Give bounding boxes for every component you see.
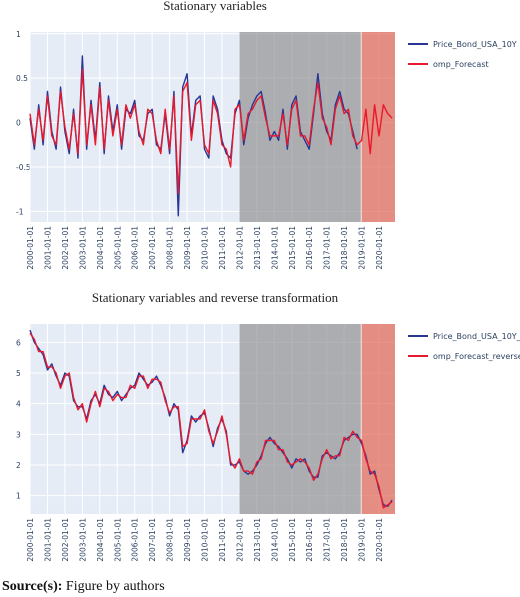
y-tick-label: 3 [16,430,21,439]
y-tick-label: 0 [16,119,21,128]
x-tick-label: 2015-01-01 [288,226,297,270]
y-tick-label: 4 [16,400,21,409]
x-tick-label: 2003-01-01 [78,226,87,270]
x-tick-label: 2000-01-01 [26,518,35,562]
caption: Source(s): Figure by authors [2,579,165,595]
x-tick-label: 2011-01-01 [218,226,227,270]
x-tick-label: 2007-01-01 [148,518,157,562]
x-tick-label: 2015-01-01 [288,518,297,562]
x-tick-label: 2011-01-01 [218,518,227,562]
x-tick-label: 2012-01-01 [235,226,244,270]
x-tick-label: 2014-01-01 [270,226,279,270]
x-tick-label: 2007-01-01 [148,226,157,270]
x-tick-label: 2016-01-01 [305,226,314,270]
x-tick-label: 2001-01-01 [43,518,52,562]
caption-text: Figure by authors [65,579,165,594]
legend-label: Price_Bond_USA_10Y [433,40,517,49]
legend-label: omp_Forecast [433,60,489,69]
x-tick-label: 2006-01-01 [131,518,140,562]
x-tick-label: 2008-01-01 [166,226,175,270]
x-tick-label: 2017-01-01 [323,518,332,562]
series-line [29,332,393,509]
caption-label: Source(s): [2,579,63,594]
x-tick-label: 2008-01-01 [166,518,175,562]
x-tick-label: 2000-01-01 [26,226,35,270]
x-tick-label: 2006-01-01 [131,226,140,270]
legend-label: Price_Bond_USA_10Y_OG [433,332,520,341]
chart-title: Stationary variables and reverse transfo… [92,290,339,305]
x-tick-label: 2019-01-01 [358,518,367,562]
x-tick-label: 2017-01-01 [323,226,332,270]
x-tick-label: 2013-01-01 [253,226,262,270]
shaded-region [239,324,361,514]
x-tick-label: 2013-01-01 [253,518,262,562]
x-tick-label: 2018-01-01 [340,518,349,562]
x-tick-label: 2014-01-01 [270,518,279,562]
x-tick-label: 2020-01-01 [375,518,384,562]
x-tick-label: 2019-01-01 [358,226,367,270]
x-tick-label: 2012-01-01 [235,518,244,562]
x-tick-label: 2009-01-01 [183,226,192,270]
y-tick-label: -0.5 [16,163,31,172]
series-line [29,68,393,195]
x-tick-label: 2018-01-01 [340,226,349,270]
x-tick-label: 2003-01-01 [78,518,87,562]
x-tick-label: 2004-01-01 [96,226,105,270]
legend-label: omp_Forecast_reverse_trans [433,352,520,361]
x-tick-label: 2002-01-01 [61,518,70,562]
chart-title: Stationary variables [163,0,267,13]
x-tick-label: 2010-01-01 [201,518,210,562]
y-tick-label: 0.5 [16,74,28,83]
shaded-region [361,324,395,514]
x-tick-label: 2010-01-01 [201,226,210,270]
y-tick-label: 1 [16,30,21,39]
x-tick-label: 2020-01-01 [375,226,384,270]
y-tick-label: 1 [16,492,21,501]
x-tick-label: 2005-01-01 [113,226,122,270]
x-tick-label: 2002-01-01 [61,226,70,270]
x-tick-label: 2001-01-01 [43,226,52,270]
y-tick-label: 6 [16,338,21,347]
y-tick-label: 2 [16,461,21,470]
x-tick-label: 2009-01-01 [183,518,192,562]
x-tick-label: 2004-01-01 [96,518,105,562]
y-tick-label: 5 [16,369,21,378]
y-tick-label: -1 [16,207,24,216]
x-tick-label: 2005-01-01 [113,518,122,562]
x-tick-label: 2016-01-01 [305,518,314,562]
figure: Stationary variables -1 -0.5 0 0.5 1 2000-01-0… [16,0,520,562]
